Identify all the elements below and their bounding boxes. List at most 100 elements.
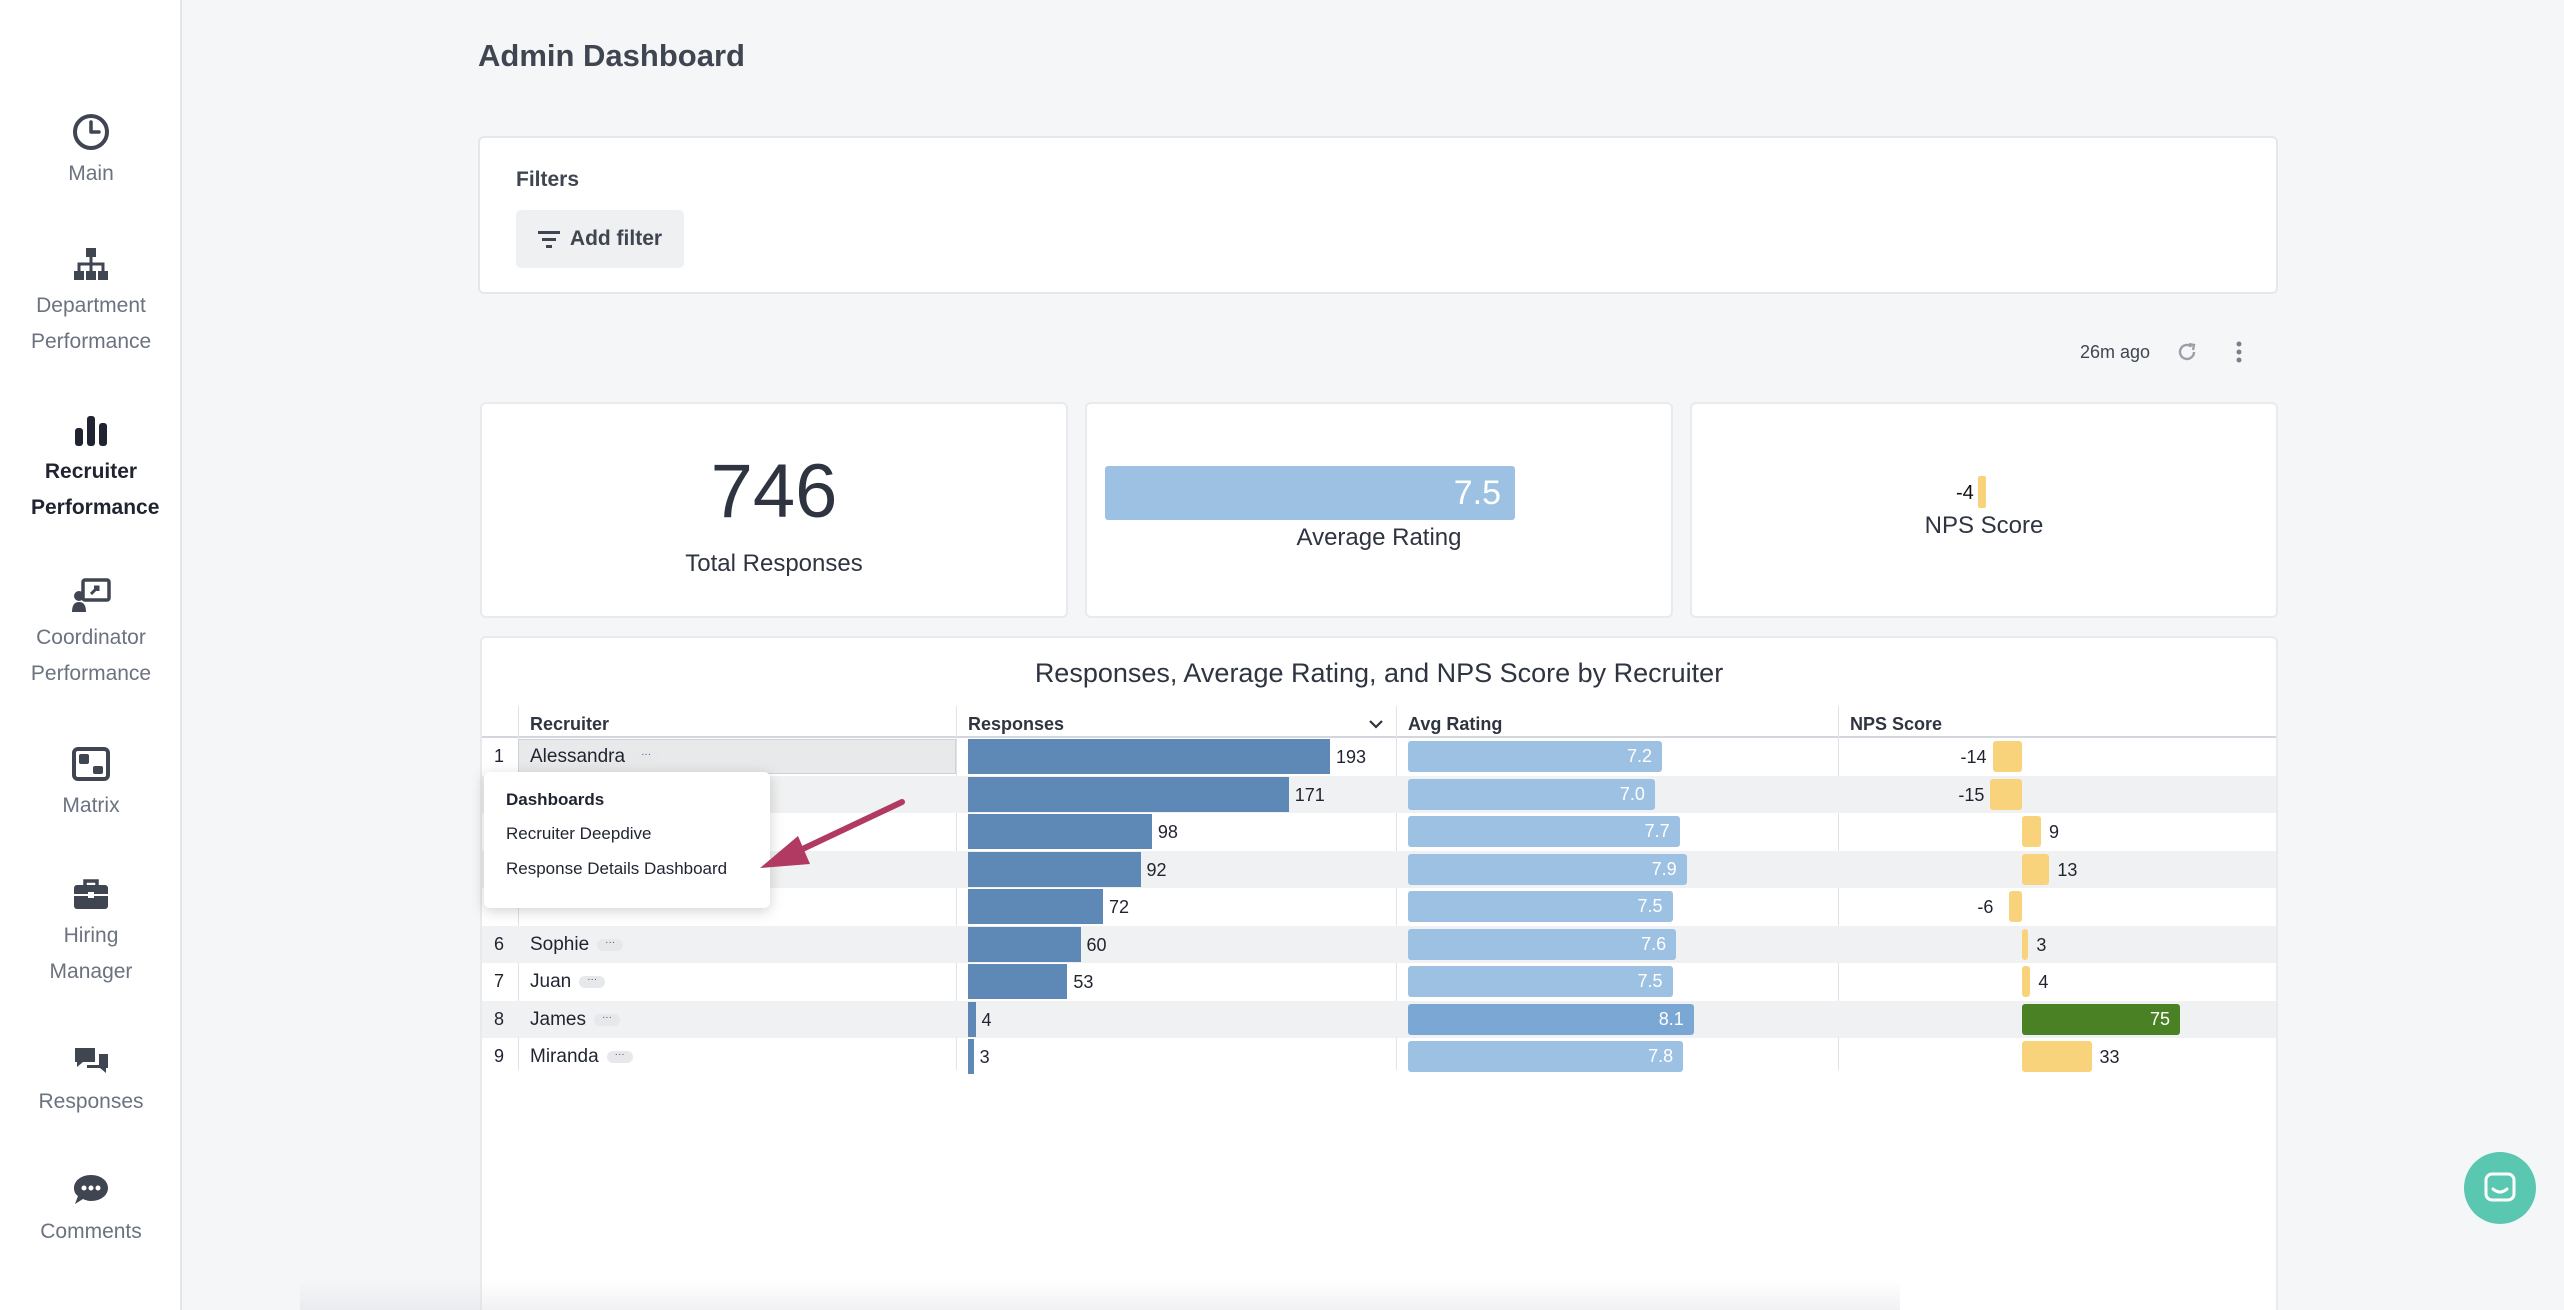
more-dots-icon[interactable]: ··· [633, 750, 660, 763]
total-responses-label: Total Responses [685, 550, 863, 577]
dashboards-popup-menu: Dashboards Recruiter Deepdive Response D… [484, 772, 770, 908]
sidebar-item-coordinator-performance[interactable]: Coordinator Performance [0, 576, 182, 692]
avg-rating-bar: 7.9 [1408, 853, 1687, 885]
sidebar-item-label: Responses [38, 1090, 144, 1113]
nps-value: -6 [1977, 897, 1994, 917]
recruiter-name-cell[interactable]: Alessandra ··· [530, 746, 660, 768]
nps-score-label: NPS Score [1924, 512, 2044, 539]
nps-value: -14 [1960, 747, 1987, 767]
row-index: 6 [494, 933, 505, 954]
bar-chart-icon [75, 416, 107, 446]
kpi-average-rating: 7.5 Average Rating [1085, 402, 1673, 618]
nps-bar [1992, 741, 2022, 772]
recruiter-table-card: Responses, Average Rating, and NPS Score… [480, 636, 2278, 1310]
sidebar: Main Department Performance Recruiter Pe… [0, 0, 182, 1310]
table-row: 7 Juan ··· 53 7.5 4 [482, 963, 2276, 1001]
responses-bar [968, 1001, 976, 1037]
column-header-nps-score[interactable]: NPS Score [1850, 714, 1943, 734]
row-index: 8 [494, 1008, 505, 1029]
responses-value: 4 [981, 1009, 992, 1030]
sidebar-item-hiring-manager[interactable]: Hiring Manager [0, 874, 182, 990]
responses-bar [968, 926, 1081, 962]
responses-value: 98 [1157, 822, 1178, 842]
column-header-responses[interactable]: Responses [968, 714, 1065, 734]
nps-value: 13 [2057, 859, 2078, 880]
column-divider [956, 706, 957, 1070]
sidebar-item-label: Recruiter Performance [31, 460, 160, 519]
sidebar-item-recruiter-performance[interactable]: Recruiter Performance [0, 410, 182, 526]
average-rating-label: Average Rating [1296, 524, 1462, 551]
average-rating-bar: 7.5 [1105, 466, 1515, 520]
avg-rating-bar: 7.5 [1408, 966, 1673, 997]
recruiter-name: Juan [530, 971, 572, 992]
gauge-icon [73, 114, 109, 150]
table-row: 6 Sophie ··· 60 7.6 3 [482, 925, 2276, 963]
responses-value: 53 [1073, 972, 1094, 992]
nps-bar [1990, 778, 2022, 810]
avg-rating-bar: 7.0 [1408, 778, 1655, 810]
sidebar-item-matrix[interactable]: Matrix [0, 744, 182, 824]
sidebar-item-label: Matrix [62, 794, 120, 817]
responses-value: 171 [1294, 784, 1325, 805]
more-dots-icon[interactable]: ··· [606, 1050, 633, 1063]
responses-value: 60 [1086, 934, 1107, 955]
recruiter-name-cell[interactable]: Miranda ··· [530, 1046, 633, 1068]
refresh-icon[interactable] [2172, 337, 2202, 367]
nps-value: 9 [2048, 822, 2059, 842]
more-dots-icon[interactable]: ··· [597, 937, 624, 951]
nps-value: 4 [2038, 972, 2049, 992]
responses-bar [968, 889, 1104, 924]
recruiter-name: Alessandra [530, 746, 626, 767]
responses-bar [968, 964, 1068, 999]
nps-bar [2022, 816, 2041, 847]
row-index: 9 [494, 1046, 505, 1066]
page-title: Admin Dashboard [478, 38, 745, 73]
recruiter-name-cell[interactable]: Sophie ··· [530, 933, 624, 956]
nps-bar [2022, 853, 2050, 885]
table-row: 9 Miranda ··· 3 7.8 33 [482, 1038, 2276, 1076]
filter-icon [537, 231, 560, 248]
more-options-icon[interactable] [2224, 337, 2254, 367]
table-row: 171 7.0 -15 [482, 775, 2276, 813]
avg-rating-bar: 7.7 [1408, 816, 1680, 847]
avg-rating-bar: 7.5 [1408, 891, 1673, 922]
chat-launcher-button[interactable] [2464, 1152, 2536, 1224]
column-header-avg-rating[interactable]: Avg Rating [1408, 714, 1503, 734]
sidebar-item-department-performance[interactable]: Department Performance [0, 244, 182, 360]
avg-rating-bar: 8.1 [1408, 1003, 1694, 1035]
nps-score-bar [1978, 476, 1986, 508]
table-row: 1 Alessandra ··· 193 7.2 -14 [482, 738, 2276, 776]
menu-item-recruiter-deepdive[interactable]: Recruiter Deepdive [506, 824, 652, 843]
responses-value: 193 [1336, 747, 1367, 767]
recruiter-name: Miranda [530, 1046, 599, 1067]
add-filter-button[interactable]: Add filter [516, 210, 684, 268]
sidebar-item-label: Main [68, 162, 114, 185]
recruiter-name-cell[interactable]: Juan ··· [530, 971, 606, 993]
nps-bar [2022, 966, 2031, 997]
nps-bar: 75 [2022, 1003, 2180, 1035]
comment-icon [74, 1175, 108, 1204]
menu-item-response-details-dashboard[interactable]: Response Details Dashboard [506, 859, 728, 878]
table-row: 98 7.7 9 [482, 813, 2276, 851]
more-dots-icon[interactable]: ··· [579, 975, 606, 988]
sidebar-item-main[interactable]: Main [0, 112, 182, 192]
recruiter-name: James [530, 1008, 586, 1030]
sidebar-item-responses[interactable]: Responses [0, 1040, 182, 1120]
table-header: Recruiter Responses Avg Rating NPS Score [482, 708, 2276, 738]
table-title: Responses, Average Rating, and NPS Score… [1034, 658, 1724, 688]
avg-rating-bar: 7.6 [1408, 928, 1677, 960]
avg-rating-bar: 7.2 [1408, 741, 1662, 772]
column-header-recruiter[interactable]: Recruiter [530, 714, 610, 734]
sidebar-item-comments[interactable]: Comments [0, 1170, 182, 1250]
avg-rating-bar: 7.8 [1408, 1041, 1684, 1072]
briefcase-icon [74, 879, 108, 909]
presentation-icon [72, 578, 111, 612]
recruiter-name: Sophie [530, 933, 590, 955]
sort-chevron-down-icon[interactable] [1368, 718, 1384, 730]
org-chart-icon [74, 248, 108, 280]
recruiter-name-cell[interactable]: James ··· [530, 1009, 620, 1031]
nps-bar [2009, 891, 2022, 922]
kpi-nps-score: -4 NPS Score [1690, 402, 2278, 618]
more-dots-icon[interactable]: ··· [593, 1012, 620, 1026]
chat-bubbles-icon [75, 1048, 108, 1073]
